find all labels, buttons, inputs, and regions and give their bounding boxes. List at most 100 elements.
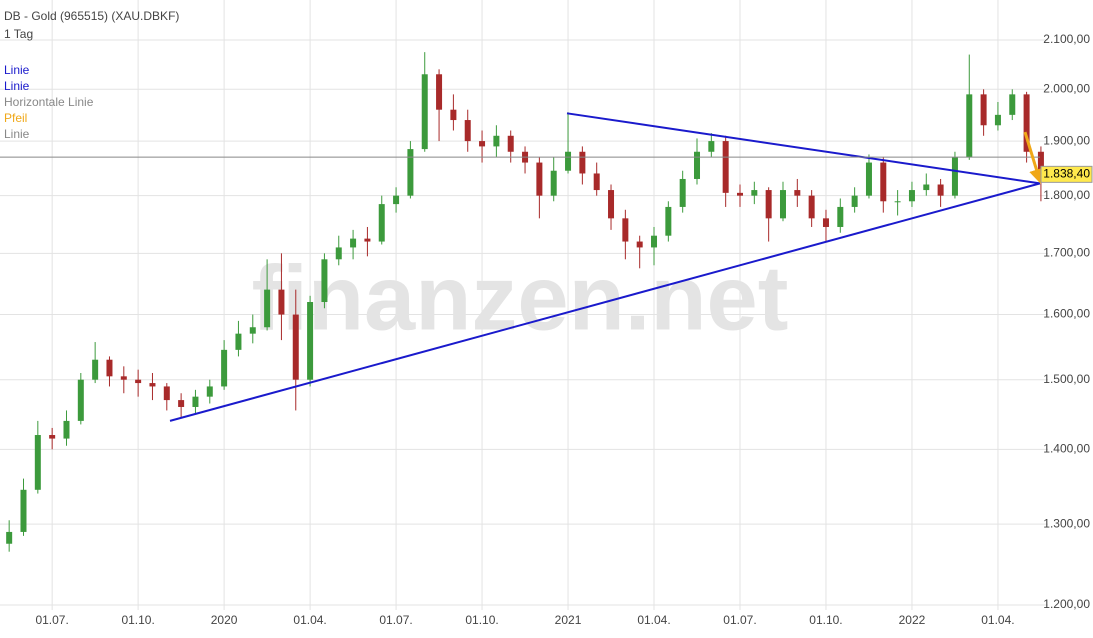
- candle-body: [77, 379, 84, 421]
- legend-entry: Linie: [4, 127, 30, 141]
- candle-body: [751, 190, 758, 196]
- y-tick-label: 2.100,00: [1043, 32, 1090, 46]
- candle-body: [493, 135, 500, 147]
- y-tick-label: 1.600,00: [1043, 307, 1090, 321]
- y-tick-label: 1.300,00: [1043, 516, 1090, 530]
- drawing-line: [566, 112, 1041, 185]
- chart-subtitle: 1 Tag: [4, 27, 33, 41]
- candle-body: [694, 151, 701, 179]
- candle-body: [593, 173, 600, 191]
- candle-body: [278, 289, 285, 315]
- candle-body: [880, 162, 887, 202]
- candle-body: [851, 195, 858, 207]
- candle-body: [765, 190, 772, 219]
- legend-entry: Linie: [4, 79, 30, 93]
- legend-entry: Linie: [4, 63, 30, 77]
- candle-body: [335, 247, 342, 260]
- x-tick-label: 01.04.: [293, 613, 326, 627]
- candle-body: [808, 195, 815, 219]
- candle-body: [966, 94, 973, 158]
- candle-body: [794, 190, 801, 196]
- last-price-label: 1.838,40: [1043, 167, 1090, 181]
- candle-body: [980, 94, 987, 126]
- legend-entry: Horizontale Linie: [4, 95, 94, 109]
- candle-body: [736, 192, 743, 196]
- candle-body: [679, 178, 686, 207]
- candle-body: [708, 141, 715, 152]
- candle-body: [364, 238, 371, 242]
- candle-body: [550, 170, 557, 196]
- candle-body: [178, 400, 185, 407]
- candle-body: [20, 489, 27, 532]
- chart-title: DB - Gold (965515) (XAU.DBKF): [4, 9, 179, 23]
- candle-body: [292, 314, 299, 380]
- candle-body: [192, 396, 199, 407]
- x-tick-label: 01.04.: [981, 613, 1014, 627]
- candle-body: [536, 162, 543, 196]
- candle-body: [450, 109, 457, 121]
- candle-body: [221, 349, 228, 387]
- candle-body: [837, 206, 844, 227]
- candle-body: [579, 151, 586, 174]
- candle-body: [894, 201, 901, 203]
- candle-body: [206, 386, 213, 397]
- candle-body: [1037, 151, 1044, 175]
- candle-body: [163, 386, 170, 401]
- y-tick-label: 1.400,00: [1043, 442, 1090, 456]
- watermark: finanzen.net: [252, 247, 789, 349]
- y-tick-label: 1.900,00: [1043, 133, 1090, 147]
- candle-body: [393, 195, 400, 205]
- candle-body: [6, 531, 13, 544]
- candle-body: [149, 383, 156, 387]
- candle-body: [608, 190, 615, 219]
- x-tick-label: 01.10.: [465, 613, 498, 627]
- candle-body: [1009, 94, 1016, 115]
- candle-body: [822, 218, 829, 227]
- candle-body: [264, 289, 271, 328]
- candle-body: [407, 149, 414, 196]
- x-tick-label: 01.07.: [379, 613, 412, 627]
- candle-body: [307, 302, 314, 380]
- x-tick-label: 01.07.: [35, 613, 68, 627]
- candle-body: [321, 259, 328, 303]
- x-tick-label: 01.10.: [809, 613, 842, 627]
- candle-body: [923, 184, 930, 191]
- candle-body: [436, 74, 443, 110]
- candle-body: [135, 379, 142, 384]
- candle-body: [937, 184, 944, 196]
- x-tick-label: 2021: [555, 613, 582, 627]
- candle-body: [565, 151, 572, 171]
- x-tick-label: 01.07.: [723, 613, 756, 627]
- candle-body: [951, 157, 958, 196]
- candle-body: [651, 235, 658, 248]
- candle-body: [106, 359, 113, 377]
- drawing-line: [1023, 131, 1044, 185]
- legend-entry: Pfeil: [4, 111, 27, 125]
- y-tick-label: 1.500,00: [1043, 372, 1090, 386]
- candle-body: [665, 206, 672, 236]
- candle-body: [779, 190, 786, 219]
- candle-body: [249, 327, 256, 334]
- y-tick-label: 1.200,00: [1043, 597, 1090, 611]
- y-tick-label: 1.800,00: [1043, 188, 1090, 202]
- candle-body: [622, 218, 629, 242]
- candle-body: [507, 135, 514, 152]
- candle-body: [63, 420, 70, 439]
- candle-body: [120, 376, 127, 380]
- x-tick-label: 2022: [899, 613, 926, 627]
- candle-body: [235, 333, 242, 350]
- candle-body: [421, 74, 428, 150]
- candle-body: [34, 435, 41, 490]
- x-tick-label: 01.04.: [637, 613, 670, 627]
- candle-body: [908, 190, 915, 202]
- x-tick-label: 2020: [211, 613, 238, 627]
- candle-body: [49, 435, 56, 439]
- y-tick-label: 1.700,00: [1043, 246, 1090, 260]
- candle-body: [464, 120, 471, 142]
- candle-body: [92, 359, 99, 380]
- candle-body: [350, 238, 357, 248]
- candle-body: [636, 241, 643, 248]
- candle-body: [378, 204, 385, 242]
- candle-body: [994, 114, 1001, 126]
